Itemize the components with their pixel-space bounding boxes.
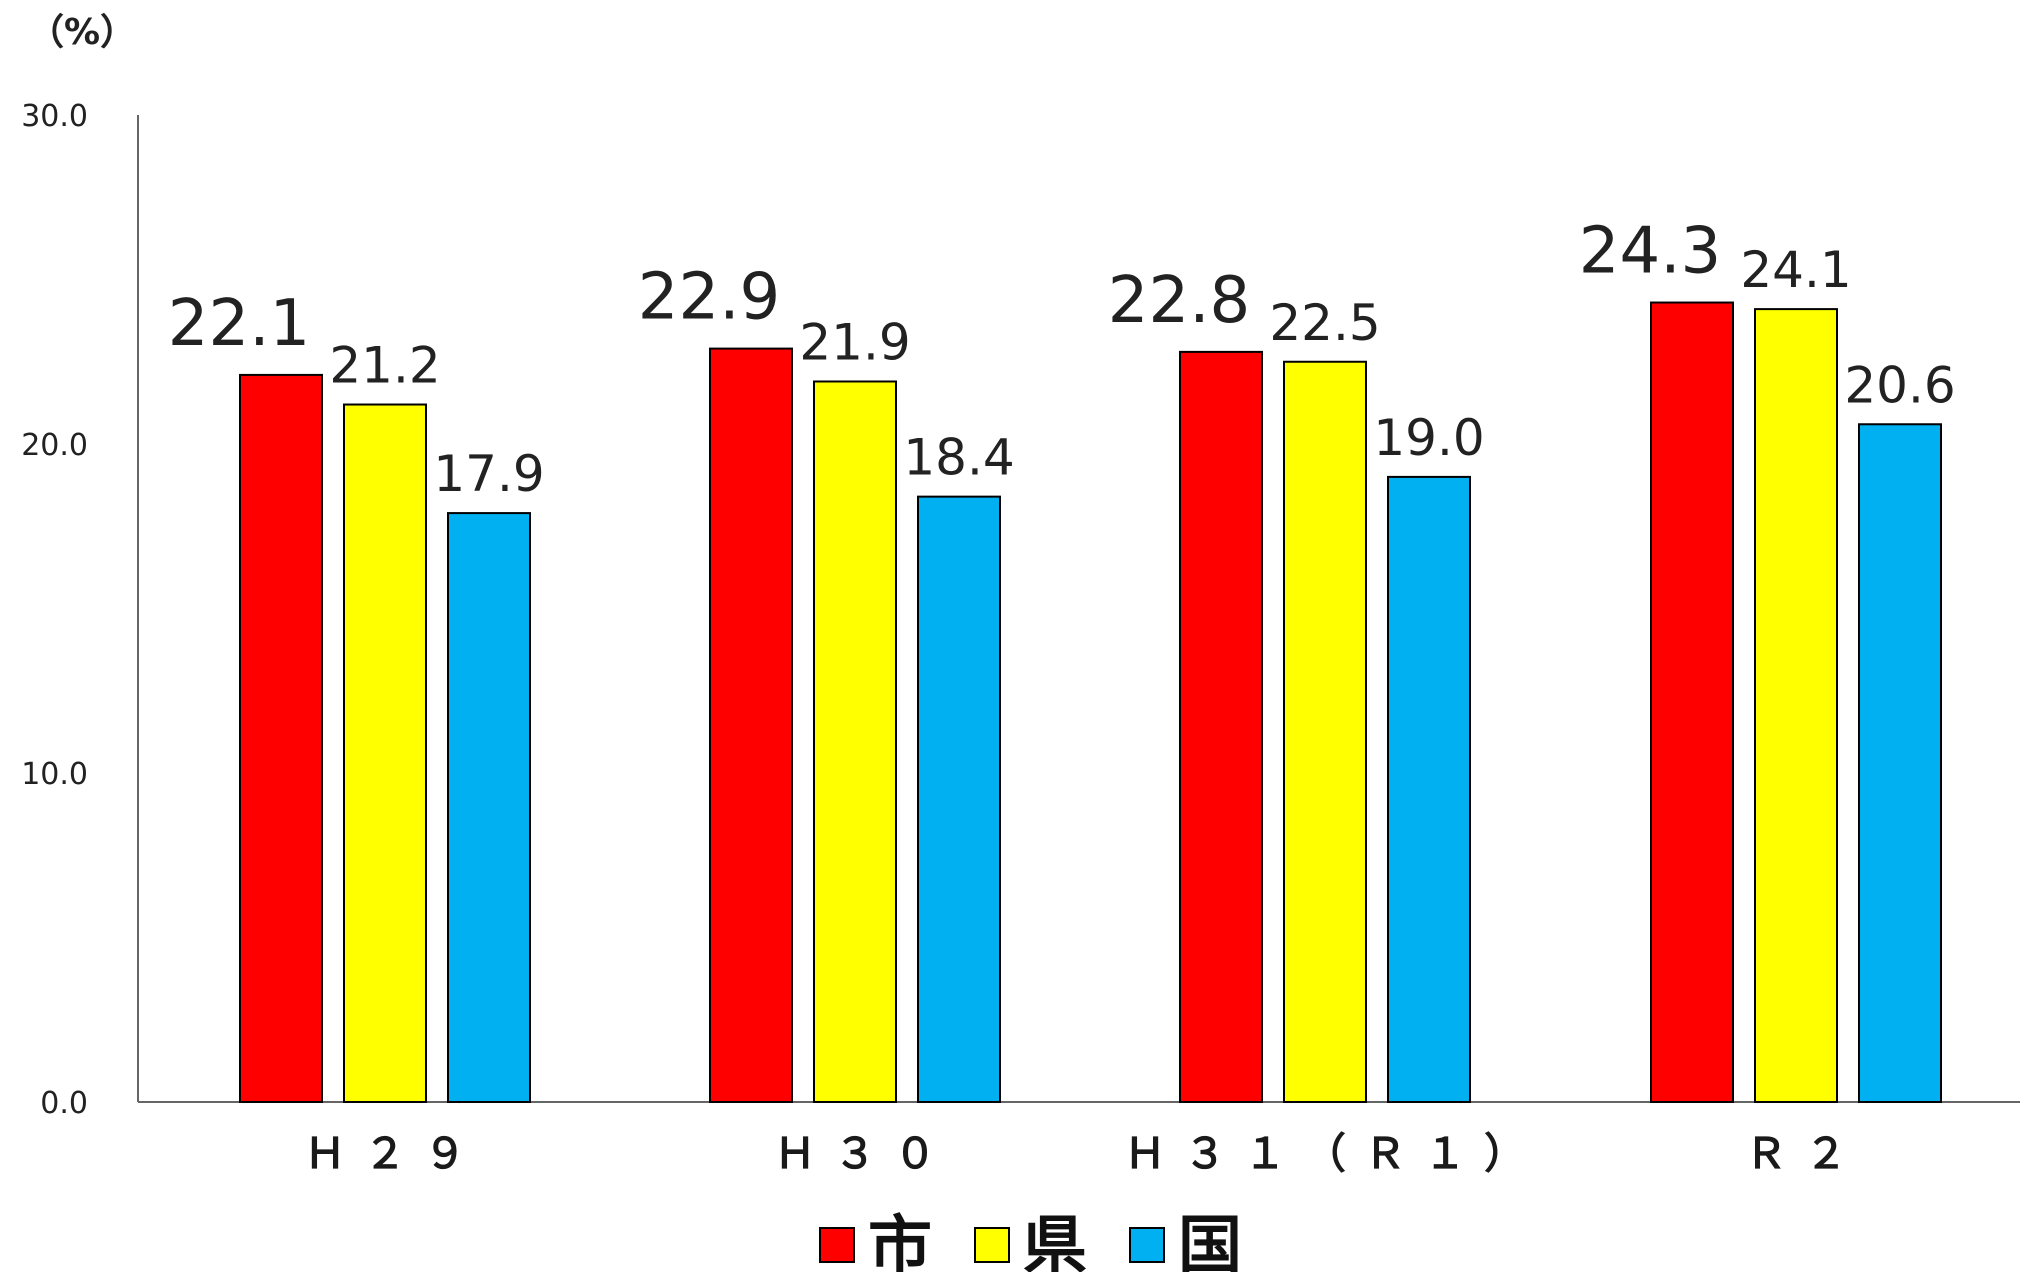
bar-国-3: [1858, 423, 1942, 1103]
bar-国-2: [1387, 475, 1471, 1103]
legend-swatch-2: [1129, 1227, 1165, 1263]
legend: 市県国: [819, 1210, 1242, 1272]
x-category-label: Ｈ３１（Ｒ１）: [1124, 1129, 1544, 1178]
value-label: 19.0: [1373, 409, 1484, 467]
bar-国-1: [917, 495, 1001, 1103]
value-label: 21.2: [329, 337, 440, 395]
value-label: 18.4: [903, 429, 1014, 487]
value-label: 17.9: [433, 445, 544, 503]
y-axis-ticks: 0.0 10.0 20.0 30.0: [21, 99, 88, 1121]
bar-series-group: [239, 301, 1942, 1104]
bar-県-0: [343, 403, 427, 1103]
value-label: 24.3: [1579, 215, 1722, 289]
value-label: 20.6: [1844, 356, 1955, 414]
x-category-label: Ｈ２９: [304, 1129, 484, 1178]
value-label: 22.9: [638, 261, 781, 335]
value-label: 24.1: [1740, 241, 1851, 299]
bar-市-0: [239, 373, 323, 1104]
y-tick-label: 0.0: [40, 1086, 88, 1121]
x-axis-categories: Ｈ２９ Ｈ３０ Ｈ３１（Ｒ１） Ｒ２: [304, 1129, 1865, 1178]
legend-label-2: 国: [1178, 1210, 1242, 1272]
value-label: 22.8: [1108, 264, 1251, 338]
bar-県-2: [1283, 360, 1367, 1103]
legend-label-0: 市: [868, 1210, 932, 1272]
bar-市-2: [1179, 350, 1263, 1103]
value-label: 22.1: [168, 287, 311, 361]
x-category-label: Ｈ３０: [774, 1129, 954, 1178]
legend-swatch-1: [974, 1227, 1010, 1263]
y-axis-unit-label: （%）: [28, 12, 136, 53]
value-label: 22.5: [1269, 294, 1380, 352]
bar-県-3: [1754, 308, 1838, 1103]
value-label: 21.9: [799, 313, 910, 371]
bar-市-3: [1650, 301, 1734, 1103]
bar-市-1: [709, 347, 793, 1103]
bar-国-0: [447, 512, 531, 1103]
bar-県-1: [813, 380, 897, 1103]
legend-swatch-0: [819, 1227, 855, 1263]
x-category-label: Ｒ２: [1745, 1129, 1865, 1178]
y-tick-label: 30.0: [21, 99, 88, 134]
value-labels-group: 22.1 22.9 22.8 24.3 21.2 21.9 22.5 24.1 17.9 18.4…: [168, 215, 1956, 504]
y-tick-label: 10.0: [21, 757, 88, 792]
y-tick-label: 20.0: [21, 428, 88, 463]
legend-label-1: 県: [1023, 1210, 1087, 1272]
